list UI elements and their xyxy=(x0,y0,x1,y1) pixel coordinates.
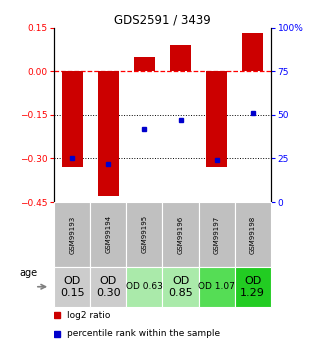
Text: OD
0.85: OD 0.85 xyxy=(168,276,193,297)
Bar xyxy=(162,267,198,307)
Text: OD 0.63: OD 0.63 xyxy=(126,282,163,291)
Bar xyxy=(206,71,227,167)
Text: GSM99195: GSM99195 xyxy=(142,215,147,254)
Bar xyxy=(91,202,127,267)
Bar xyxy=(234,202,271,267)
Bar xyxy=(242,33,263,71)
Bar xyxy=(127,267,162,307)
Text: GSM99198: GSM99198 xyxy=(249,215,256,254)
Text: OD
0.15: OD 0.15 xyxy=(60,276,85,297)
Title: GDS2591 / 3439: GDS2591 / 3439 xyxy=(114,13,211,27)
Bar xyxy=(127,202,162,267)
Text: age: age xyxy=(19,268,37,278)
Text: OD
1.29: OD 1.29 xyxy=(240,276,265,297)
Text: GSM99197: GSM99197 xyxy=(214,215,220,254)
Bar xyxy=(198,267,234,307)
Bar xyxy=(98,71,119,196)
Bar xyxy=(170,45,191,71)
Bar xyxy=(62,71,83,167)
Text: OD
0.30: OD 0.30 xyxy=(96,276,121,297)
Text: GSM99193: GSM99193 xyxy=(69,215,76,254)
Text: GSM99194: GSM99194 xyxy=(105,215,111,254)
Bar xyxy=(198,202,234,267)
Text: log2 ratio: log2 ratio xyxy=(67,311,111,320)
Text: OD 1.07: OD 1.07 xyxy=(198,282,235,291)
Bar xyxy=(234,267,271,307)
Bar xyxy=(134,57,155,71)
Bar xyxy=(162,202,198,267)
Bar xyxy=(91,267,127,307)
Text: GSM99196: GSM99196 xyxy=(178,215,183,254)
Bar xyxy=(54,267,91,307)
Bar xyxy=(54,202,91,267)
Text: percentile rank within the sample: percentile rank within the sample xyxy=(67,329,220,338)
